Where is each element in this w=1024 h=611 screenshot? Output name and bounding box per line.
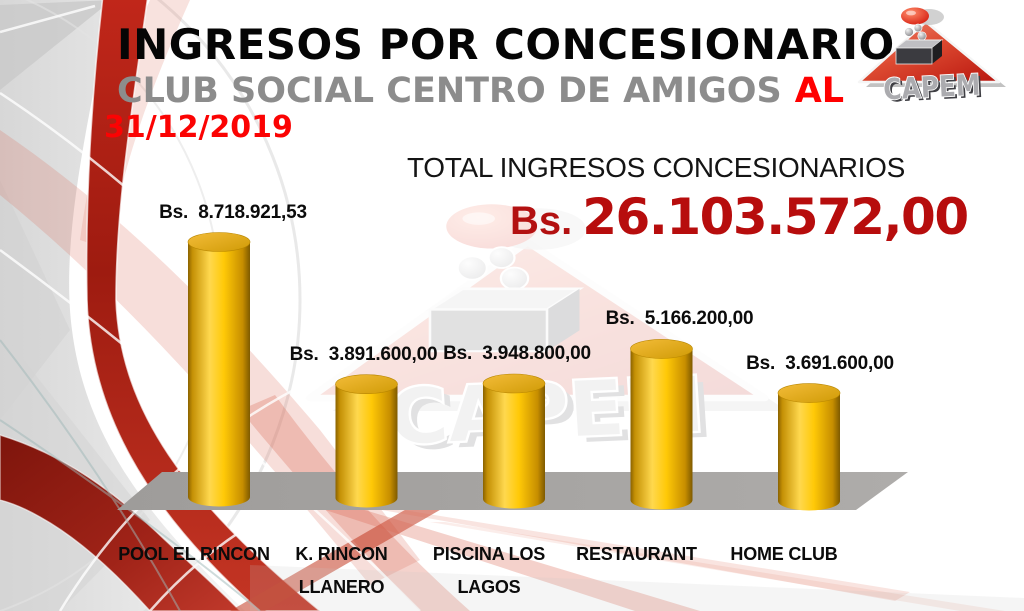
category-label-5: HOME CLUB xyxy=(730,544,838,564)
page-subtitle: CLUB SOCIAL CENTRO DE AMIGOS AL xyxy=(117,71,844,111)
bar-value-label-5: Bs. 3.691.600,00 xyxy=(746,352,894,374)
subtitle-club-name: CLUB SOCIAL CENTRO DE AMIGOS xyxy=(117,71,782,111)
bar-cylinder-1 xyxy=(187,232,251,507)
subtitle-al: AL xyxy=(794,71,845,111)
total-value: Bs. 26.103.572,00 xyxy=(510,188,969,246)
category-label-2: K. RINCON LLANERO xyxy=(295,544,388,597)
bar-cylinder-3 xyxy=(482,373,546,509)
total-amount: 26.103.572,00 xyxy=(582,188,969,246)
page-title: INGRESOS POR CONCESIONARIO xyxy=(117,20,895,69)
bar-cylinder-2 xyxy=(335,374,398,508)
bar-value-label-1: Bs. 8.718.921,53 xyxy=(159,201,307,223)
bar-value-label-3: Bs. 3.948.800,00 xyxy=(443,343,591,364)
report-date: 31/12/2019 xyxy=(104,110,293,145)
total-currency: Bs. xyxy=(510,199,573,243)
red-arc-ribbon xyxy=(85,0,322,611)
bar-cylinder-5 xyxy=(777,383,841,511)
category-label-4: RESTAURANT xyxy=(576,544,697,564)
bar-cylinder-4 xyxy=(630,339,693,510)
bar-value-label-4: Bs. 5.166.200,00 xyxy=(605,308,754,330)
total-label: TOTAL INGRESOS CONCESIONARIOS xyxy=(407,152,905,183)
bar-value-label-2: Bs. 3.891.600,00 xyxy=(289,343,438,365)
category-label-3: PISCINA LOS LAGOS xyxy=(432,544,546,597)
category-label-1: POOL EL RINCON xyxy=(118,544,270,564)
